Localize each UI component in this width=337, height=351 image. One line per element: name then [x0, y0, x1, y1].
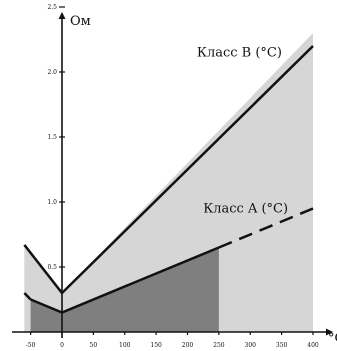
series-dashed-segment-1 [23, 292, 32, 301]
x-axis-arrow [326, 328, 333, 336]
x-tick-label: 150 [150, 342, 162, 349]
tolerance-band-0 [24, 33, 313, 332]
series-label-1: Класс A (°C) [203, 201, 288, 216]
x-tick-label: 100 [119, 342, 131, 349]
series-dashed-segment-1 [218, 207, 314, 249]
x-tick-label: 250 [213, 342, 225, 349]
bands-layer [24, 33, 313, 332]
x-tick-label: 350 [276, 342, 288, 349]
x-axis-label: °C [328, 331, 337, 346]
y-axis-arrow [58, 12, 66, 19]
axes-layer [12, 6, 333, 338]
x-tick-label: 50 [90, 342, 98, 349]
labels-layer: -50 0 50 100 150 200 250 300 350 400 0.5 1.0 1.5 2.0 2… [26, 4, 337, 349]
tolerance-band-1 [30, 247, 219, 332]
y-tick-label: 0.5 [47, 264, 57, 271]
y-tick-label: 2.0 [47, 69, 57, 76]
y-axis-label: Ом [70, 14, 91, 29]
y-tick-label: 1.5 [47, 134, 57, 141]
x-tick-label: 0 [60, 342, 64, 349]
x-tick-label: 200 [182, 342, 194, 349]
y-tick-label: 1.0 [47, 199, 57, 206]
x-tick-label: -50 [26, 342, 36, 349]
series-label-0: Класс B (°C) [197, 45, 282, 60]
x-tick-label: 300 [245, 342, 257, 349]
x-tick-label: 400 [307, 342, 319, 349]
y-tick-label: 2.5 [47, 4, 57, 11]
